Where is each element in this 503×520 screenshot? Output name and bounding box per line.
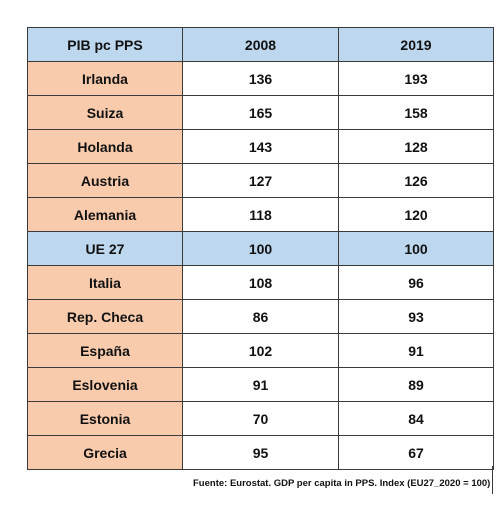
table-row: Rep. Checa 86 93 xyxy=(27,299,494,334)
country-cell: Estonia xyxy=(27,401,183,436)
header-cell-indicator: PIB pc PPS xyxy=(27,27,183,62)
table-row: Alemania 118 120 xyxy=(27,197,494,232)
value-2008-cell: 108 xyxy=(182,265,339,300)
country-cell: Holanda xyxy=(27,129,183,164)
value-2008-cell: 136 xyxy=(182,61,339,96)
header-cell-2019: 2019 xyxy=(338,27,494,62)
country-cell: Grecia xyxy=(27,435,183,470)
value-2019-cell: 126 xyxy=(338,163,494,198)
value-2019-cell: 96 xyxy=(338,265,494,300)
source-note: Fuente: Eurostat. GDP per capita in PPS.… xyxy=(193,478,491,489)
value-2019-cell: 84 xyxy=(338,401,494,436)
table-row: UE 27 100 100 xyxy=(27,231,494,266)
data-table-container: PIB pc PPS 2008 2019 Irlanda 136 193 Suiza 1… xyxy=(27,27,494,470)
value-2008-cell: 127 xyxy=(182,163,339,198)
value-2008-cell: 91 xyxy=(182,367,339,402)
value-2019-cell: 158 xyxy=(338,95,494,130)
table-row: Estonia 70 84 xyxy=(27,401,494,436)
value-2008-cell: 143 xyxy=(182,129,339,164)
value-2008-cell: 100 xyxy=(182,231,339,266)
value-2019-cell: 128 xyxy=(338,129,494,164)
country-cell: Eslovenia xyxy=(27,367,183,402)
country-cell: UE 27 xyxy=(27,231,183,266)
value-2008-cell: 118 xyxy=(182,197,339,232)
table-row: Eslovenia 91 89 xyxy=(27,367,494,402)
country-cell: Austria xyxy=(27,163,183,198)
table-row: Suiza 165 158 xyxy=(27,95,494,130)
table-row: Holanda 143 128 xyxy=(27,129,494,164)
value-2019-cell: 193 xyxy=(338,61,494,96)
value-2019-cell: 67 xyxy=(338,435,494,470)
country-cell: Irlanda xyxy=(27,61,183,96)
gdp-table: PIB pc PPS 2008 2019 Irlanda 136 193 Suiza 1… xyxy=(27,27,494,470)
table-row: Grecia 95 67 xyxy=(27,435,494,470)
country-cell: Suiza xyxy=(27,95,183,130)
country-cell: España xyxy=(27,333,183,368)
value-2008-cell: 70 xyxy=(182,401,339,436)
value-2008-cell: 86 xyxy=(182,299,339,334)
country-cell: Italia xyxy=(27,265,183,300)
value-2019-cell: 89 xyxy=(338,367,494,402)
table-row: Irlanda 136 193 xyxy=(27,61,494,96)
value-2008-cell: 102 xyxy=(182,333,339,368)
value-2019-cell: 91 xyxy=(338,333,494,368)
value-2019-cell: 100 xyxy=(338,231,494,266)
value-2019-cell: 93 xyxy=(338,299,494,334)
value-2019-cell: 120 xyxy=(338,197,494,232)
table-body: PIB pc PPS 2008 2019 Irlanda 136 193 Suiza 1… xyxy=(27,27,494,470)
value-2008-cell: 95 xyxy=(182,435,339,470)
value-2008-cell: 165 xyxy=(182,95,339,130)
table-header-row: PIB pc PPS 2008 2019 xyxy=(27,27,494,62)
table-row: Italia 108 96 xyxy=(27,265,494,300)
country-cell: Rep. Checa xyxy=(27,299,183,334)
source-divider xyxy=(492,466,493,494)
country-cell: Alemania xyxy=(27,197,183,232)
header-cell-2008: 2008 xyxy=(182,27,339,62)
table-row: España 102 91 xyxy=(27,333,494,368)
table-row: Austria 127 126 xyxy=(27,163,494,198)
